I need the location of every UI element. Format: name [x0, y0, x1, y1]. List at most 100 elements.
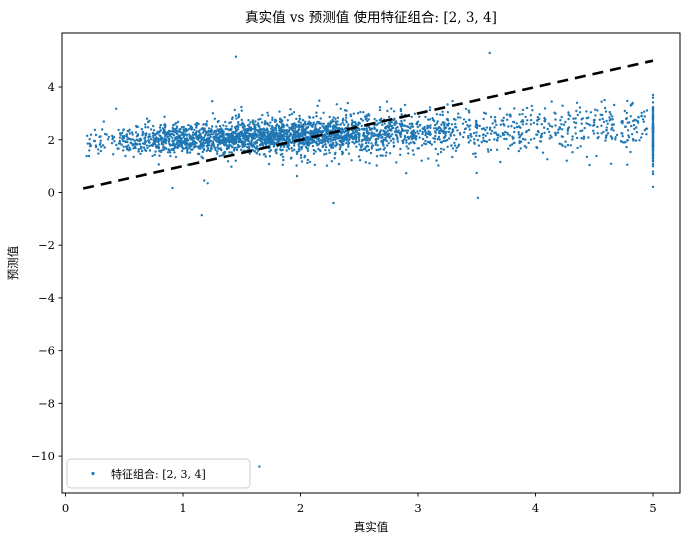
scatter-point [239, 148, 243, 151]
scatter-point [268, 155, 272, 158]
scatter-point [123, 135, 126, 138]
scatter-point [469, 139, 472, 142]
scatter-point [156, 137, 159, 141]
scatter-point [541, 151, 545, 154]
scatter-point [627, 134, 630, 137]
scatter-point [651, 125, 655, 128]
scatter-point [94, 144, 98, 147]
scatter-point [651, 143, 655, 147]
scatter-point [306, 161, 309, 165]
scatter-point [363, 134, 366, 137]
scatter-point [243, 132, 246, 135]
y-axis-label: 预测值 [6, 245, 20, 280]
scatter-point [446, 145, 449, 148]
scatter-point [310, 130, 313, 133]
x-tick-label: 4 [532, 501, 539, 515]
scatter-point [123, 140, 127, 143]
scatter-point [135, 135, 139, 138]
scatter-point [603, 106, 607, 110]
scatter-point [467, 109, 470, 112]
scatter-point [121, 135, 124, 138]
scatter-point [208, 137, 211, 140]
scatter-point [511, 135, 514, 138]
scatter-point [117, 142, 121, 145]
scatter-point [241, 142, 244, 145]
scatter-point [386, 144, 389, 147]
scatter-point [148, 133, 151, 136]
scatter-point [469, 133, 472, 137]
scatter-point [572, 117, 575, 120]
scatter-point [234, 136, 238, 139]
scatter-point [606, 132, 610, 135]
scatter-point [173, 151, 176, 154]
scatter-point [264, 120, 267, 123]
scatter-point [241, 125, 244, 129]
scatter-point [468, 111, 471, 114]
scatter-point [249, 121, 252, 124]
scatter-point [200, 136, 203, 139]
scatter-point [382, 133, 385, 136]
x-axis-label: 真实值 [354, 520, 389, 534]
scatter-point [651, 185, 655, 189]
scatter-point [213, 135, 216, 138]
scatter-point [614, 138, 617, 141]
scatter-point [614, 136, 617, 139]
scatter-point [145, 144, 148, 147]
scatter-point [214, 139, 218, 142]
scatter-point [641, 132, 644, 136]
scatter-point [533, 137, 536, 140]
scatter-point [195, 126, 198, 129]
scatter-point [365, 115, 368, 118]
scatter-point [193, 140, 196, 144]
scatter-point [299, 141, 303, 145]
scatter-point [298, 114, 301, 118]
scatter-point [370, 142, 373, 145]
scatter-point [589, 124, 592, 127]
scatter-point [377, 135, 380, 138]
scatter-point [329, 140, 332, 143]
scatter-point [345, 141, 348, 145]
scatter-point [161, 142, 164, 145]
scatter-point [446, 111, 450, 114]
scatter-point [266, 123, 270, 126]
scatter-point [467, 136, 470, 140]
scatter-point [447, 130, 451, 134]
scatter-point [264, 155, 267, 158]
scatter-point [143, 137, 146, 140]
scatter-point [382, 144, 385, 147]
scatter-point [161, 140, 165, 143]
scatter-point [543, 116, 546, 120]
scatter-point [303, 154, 307, 158]
scatter-point [249, 133, 253, 136]
scatter-point [488, 51, 491, 55]
scatter-point [322, 122, 325, 126]
scatter-point [97, 152, 100, 155]
scatter-point [625, 117, 628, 120]
scatter-point [184, 127, 187, 130]
scatter-point [434, 130, 437, 133]
scatter-point [287, 144, 291, 147]
plot-spines [61, 32, 681, 494]
scatter-point [289, 108, 292, 111]
scatter-point [184, 143, 187, 146]
scatter-point [203, 128, 206, 131]
scatter-point [315, 111, 318, 114]
scatter-point [440, 129, 443, 132]
scatter-point [194, 145, 197, 148]
scatter-point [629, 115, 632, 118]
scatter-point [266, 129, 269, 132]
scatter-point [360, 144, 364, 147]
scatter-point [171, 130, 174, 133]
scatter-point [261, 141, 264, 144]
scatter-point [295, 117, 298, 121]
scatter-point [334, 145, 337, 148]
scatter-point [592, 132, 596, 135]
scatter-point [241, 140, 245, 143]
scatter-point [350, 119, 354, 122]
scatter-point [381, 123, 384, 127]
scatter-point [146, 126, 150, 129]
scatter-point [336, 127, 339, 130]
scatter-point [429, 126, 432, 130]
scatter-point [416, 130, 419, 133]
scatter-point [389, 139, 393, 142]
